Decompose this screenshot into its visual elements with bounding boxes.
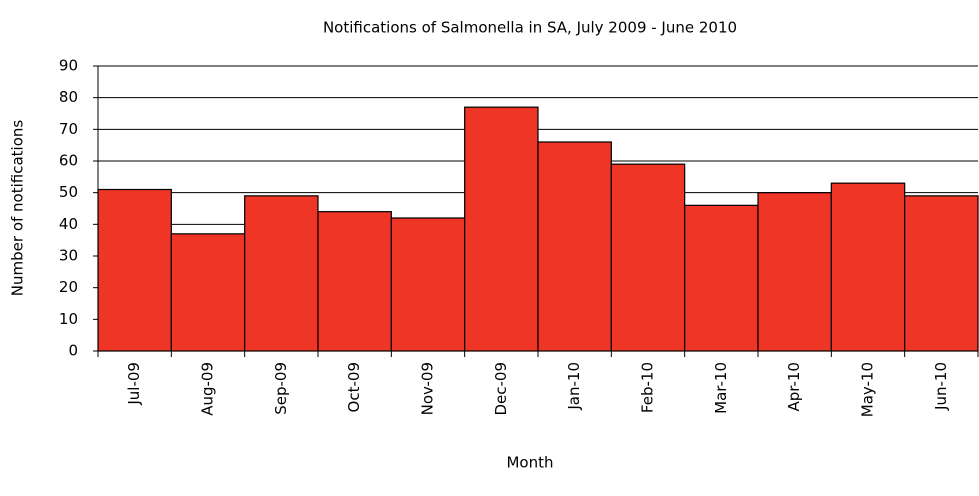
x-tick-label: Dec-09 bbox=[492, 362, 510, 416]
y-axis-label: Number of notifications bbox=[9, 120, 27, 297]
x-tick-label: Sep-09 bbox=[272, 362, 290, 415]
bar bbox=[390, 217, 466, 352]
x-tick-label: Nov-09 bbox=[419, 362, 437, 415]
bar bbox=[904, 195, 979, 352]
x-tick-label: Mar-10 bbox=[712, 362, 730, 414]
x-tick-label: Oct-09 bbox=[345, 362, 363, 412]
y-tick-label: 10 bbox=[59, 310, 78, 328]
bar bbox=[830, 182, 906, 352]
y-tick-label: 60 bbox=[59, 152, 78, 170]
y-tick-label: 90 bbox=[59, 57, 78, 75]
x-tick-label: Jul-09 bbox=[125, 362, 143, 406]
x-tick-label: Aug-09 bbox=[199, 362, 217, 416]
x-tick-label: Feb-10 bbox=[639, 362, 657, 413]
bar bbox=[757, 192, 832, 352]
x-tick-label: Jun-10 bbox=[932, 362, 950, 411]
bar bbox=[537, 141, 612, 352]
y-tick-label: 20 bbox=[59, 278, 78, 296]
y-tick-label: 70 bbox=[59, 120, 78, 138]
bar bbox=[317, 211, 392, 352]
bar bbox=[684, 204, 759, 352]
bar bbox=[170, 233, 246, 352]
x-axis-label: Month bbox=[506, 454, 553, 472]
x-tick-label: Jan-10 bbox=[565, 362, 583, 411]
y-tick-label: 80 bbox=[59, 88, 78, 106]
y-tick-label: 0 bbox=[68, 342, 78, 360]
bar bbox=[610, 163, 686, 352]
x-tick-label: Apr-10 bbox=[785, 362, 803, 412]
chart-title: Notifications of Salmonella in SA, July … bbox=[323, 19, 737, 37]
bar bbox=[244, 195, 319, 352]
y-tick-label: 50 bbox=[59, 183, 78, 201]
bar bbox=[464, 106, 539, 352]
y-tick-label: 30 bbox=[59, 247, 78, 265]
x-tick-label: May-10 bbox=[859, 362, 877, 417]
y-tick-label: 40 bbox=[59, 215, 78, 233]
bar bbox=[97, 188, 172, 352]
